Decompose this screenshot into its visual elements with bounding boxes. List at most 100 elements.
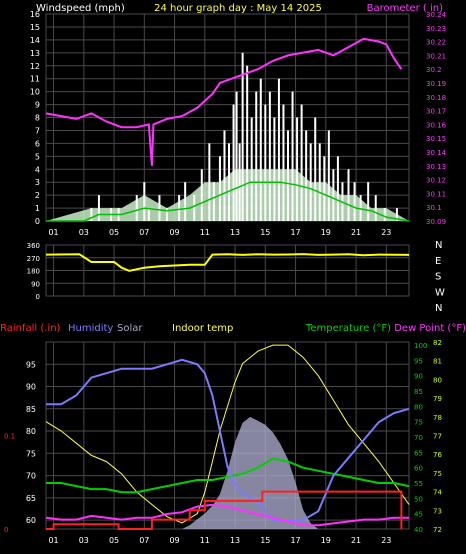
wind-bar (238, 143, 241, 221)
x-tick-label: 07 (139, 536, 149, 545)
wind-bar (277, 78, 280, 221)
wind-bar (287, 130, 289, 221)
wind-bar (90, 208, 93, 221)
y-tick-label: 12 (30, 62, 40, 71)
wind-bar (235, 91, 238, 221)
wind-bar (166, 208, 168, 221)
barometer-axis-title: Barometer ( in) (367, 3, 443, 14)
wind-bar (323, 156, 326, 221)
x-tick-label: 13 (230, 536, 240, 545)
wind-bar (264, 104, 267, 221)
y2-tick-label: 30.11 (426, 190, 446, 198)
temperature-tick-label: 90 (414, 373, 423, 381)
temperature-tick-label: 40 (414, 526, 423, 534)
x-tick-label: 09 (169, 228, 179, 237)
dew-point-tick-label: 80 (433, 376, 442, 384)
wind-bar (246, 65, 249, 221)
dew-point-tick-label: 79 (433, 395, 442, 403)
y-tick-label: 2 (35, 191, 40, 200)
y-tick-label: 360 (27, 242, 40, 250)
x-tick-label: 23 (381, 228, 391, 237)
y-tick-label: 3 (35, 178, 40, 187)
wind-bar (97, 195, 100, 221)
dew-point-tick-label: 74 (433, 489, 442, 497)
y2-tick-label: 30.09 (426, 218, 446, 226)
temperature-line (46, 457, 410, 494)
direction-label: E (435, 256, 441, 267)
wind-bar (353, 182, 356, 221)
y2-tick-label: 30.24 (426, 11, 447, 19)
temperature-tick-label: 70 (414, 434, 423, 442)
x-tick-label: 01 (48, 228, 58, 237)
wind-bar (250, 117, 253, 221)
wind-bar (208, 143, 211, 221)
temperature-tick-label: 60 (414, 465, 423, 473)
dew-point-tick-label: 72 (433, 526, 442, 534)
dew-point-tick-label: 77 (433, 433, 442, 441)
indoor-temp-title: Indoor temp (172, 323, 233, 334)
y-tick-label: 6 (35, 139, 40, 148)
solar-area (151, 416, 319, 529)
y2-tick-label: 30.16 (426, 121, 447, 129)
wind-bar (218, 156, 221, 221)
y-tick-label: 13 (30, 49, 40, 58)
x-tick-label: 17 (290, 536, 300, 545)
humidity-tick-label: 95 (26, 360, 36, 369)
x-tick-label: 09 (169, 536, 179, 545)
y-tick-label: 0 (36, 293, 40, 301)
wind-barometer-panel: 01234567891011121314151630.0930.130.1130… (30, 10, 447, 237)
y-tick-label: 11 (30, 75, 40, 84)
temperature-tick-label: 100 (414, 342, 427, 350)
wind-bar (200, 169, 203, 221)
humidity-tick-label: 85 (26, 405, 36, 414)
y-tick-label: 180 (27, 268, 40, 276)
indoor-temp-line (45, 344, 410, 524)
wind-bar (309, 143, 312, 221)
x-tick-label: 05 (109, 536, 119, 545)
wind-bar (193, 195, 196, 221)
x-tick-label: 19 (321, 536, 331, 545)
x-tick-label: 05 (109, 228, 119, 237)
wind-bar (327, 130, 330, 221)
y2-tick-label: 30.18 (426, 94, 446, 102)
direction-label: N (435, 303, 442, 314)
wind-bar (273, 117, 276, 221)
y2-tick-label: 30.12 (426, 177, 446, 185)
wind-bar (296, 117, 299, 221)
x-tick-label: 07 (139, 228, 149, 237)
y-tick-label: 1 (35, 204, 40, 213)
x-tick-label: 03 (79, 228, 89, 237)
wind-bar (347, 169, 350, 221)
x-tick-label: 21 (351, 536, 361, 545)
dew-point-line (45, 503, 409, 527)
humidity-tick-label: 75 (26, 449, 36, 458)
wind-bar (318, 143, 321, 221)
wind-bar (259, 78, 262, 221)
wind-bar (212, 182, 215, 221)
weather-conditions-panel: 60 65 70 75 80 85 90 95 40 45 50 55 60 65 70 75 80 85 90 95… (4, 339, 442, 545)
y2-tick-label: 30.14 (426, 149, 447, 157)
wind-bar (228, 143, 231, 221)
y2-tick-label: 30.19 (426, 80, 446, 88)
y2-tick-label: 30.15 (426, 135, 446, 143)
graph-title: 24 hour graph day : May 14 2025 (154, 3, 322, 14)
rain-axis-title: Rainfall (.in) (0, 323, 61, 334)
temperature-tick-label: 45 (414, 511, 423, 519)
x-tick-label: 11 (200, 228, 210, 237)
direction-label: N (435, 240, 442, 251)
wind-bar (184, 182, 187, 221)
direction-label: W (435, 287, 445, 298)
y-tick-label: 8 (35, 114, 40, 123)
x-tick-label: 11 (200, 536, 210, 545)
wind-bar (223, 130, 226, 221)
temperature-tick-label: 55 (414, 480, 423, 488)
wind-bar (314, 117, 317, 221)
solar-axis-title: Solar (117, 323, 143, 334)
wind-bar (300, 104, 303, 221)
humidity-axis-title: Humidity (68, 323, 113, 334)
y-tick-label: 4 (35, 165, 40, 174)
temperature-tick-label: 50 (414, 495, 423, 503)
temperature-axis-title: Temperature (°F) (305, 323, 391, 334)
y2-tick-label: 30.21 (426, 52, 446, 60)
